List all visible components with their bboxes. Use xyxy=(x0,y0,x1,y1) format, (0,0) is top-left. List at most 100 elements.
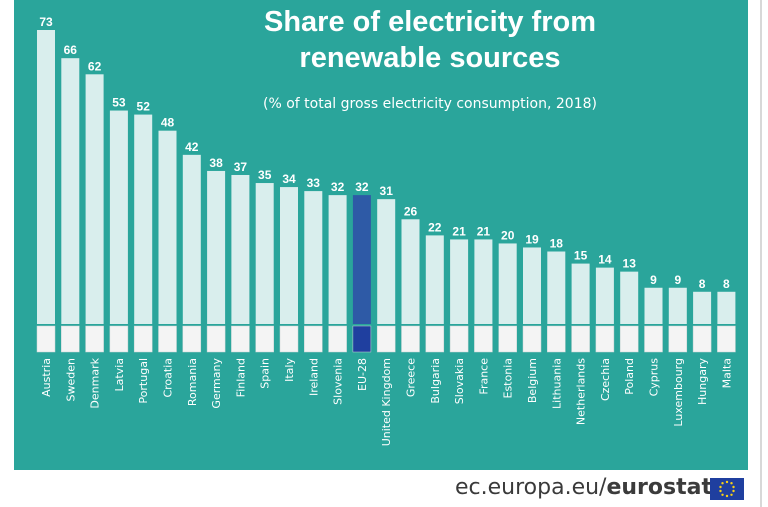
footer-source[interactable]: ec.europa.eu/eurostat xyxy=(455,475,712,500)
flag-icon xyxy=(158,325,177,353)
data-label: 32 xyxy=(331,180,345,194)
data-label: 66 xyxy=(64,43,78,57)
bar-portugal xyxy=(134,114,153,324)
divider xyxy=(760,0,762,507)
data-label: 8 xyxy=(723,277,730,291)
title-line-2: renewable sources xyxy=(299,42,561,74)
data-label: 62 xyxy=(88,59,102,73)
chart-title: Share of electricity from renewable sour… xyxy=(180,4,680,76)
x-tick-label: Malta xyxy=(720,358,733,388)
bar-finland xyxy=(231,174,250,324)
bar-hungary xyxy=(693,291,712,324)
x-tick-label: Portugal xyxy=(137,358,150,404)
data-label: 31 xyxy=(380,184,394,198)
footer-domain: ec.europa.eu/ xyxy=(455,475,607,500)
flag-icon xyxy=(376,325,396,353)
flag-icon xyxy=(547,325,566,353)
flag-icon xyxy=(109,325,129,353)
data-label: 35 xyxy=(258,168,272,182)
flag-icon xyxy=(692,325,712,353)
flag-icon xyxy=(206,325,226,353)
flag-icon xyxy=(668,325,688,353)
bar-denmark xyxy=(85,74,104,325)
bar-poland xyxy=(620,271,639,324)
flag-icon xyxy=(717,325,736,353)
bar-cyprus xyxy=(644,287,663,324)
data-label: 20 xyxy=(501,228,515,242)
x-tick-label: Estonia xyxy=(502,358,515,399)
bar-italy xyxy=(280,187,298,324)
x-tick-label: Sweden xyxy=(64,358,77,401)
title-line-1: Share of electricity from xyxy=(264,6,596,38)
data-label: 15 xyxy=(574,249,588,263)
bar-slovakia xyxy=(450,239,469,324)
bar-netherlands xyxy=(571,263,590,324)
bar-romania xyxy=(182,154,201,324)
x-tick-label: United Kingdom xyxy=(380,358,393,446)
data-label: 52 xyxy=(137,100,151,114)
bar-austria xyxy=(37,30,55,324)
flag-icon xyxy=(328,325,347,353)
x-tick-label: Netherlands xyxy=(575,358,588,425)
data-label: 53 xyxy=(112,96,126,110)
flag-icon xyxy=(595,325,615,353)
data-label: 34 xyxy=(282,172,296,186)
bar-estonia xyxy=(498,243,517,324)
chart-subtitle: (% of total gross electricity consumptio… xyxy=(263,96,597,112)
flag-icon xyxy=(619,325,639,353)
flag-icon xyxy=(352,325,372,353)
bar-croatia xyxy=(158,130,177,324)
flag-icon xyxy=(133,325,153,353)
x-tick-label: Czechia xyxy=(599,358,612,401)
bar-germany xyxy=(207,170,226,324)
data-label: 33 xyxy=(307,176,321,190)
x-tick-label: Hungary xyxy=(696,358,709,405)
flag-icon xyxy=(522,325,542,353)
data-label: 48 xyxy=(161,116,175,130)
x-tick-label: Latvia xyxy=(113,358,126,392)
data-label: 9 xyxy=(650,273,657,287)
data-label: 21 xyxy=(452,224,466,238)
x-tick-label: Slovakia xyxy=(453,358,466,404)
bar-slovenia xyxy=(328,195,347,324)
eu-flag-icon xyxy=(710,478,744,500)
data-label: 8 xyxy=(699,277,706,291)
x-tick-label: Bulgaria xyxy=(429,358,442,404)
data-label: 73 xyxy=(39,15,53,29)
bar-france xyxy=(474,239,493,324)
x-tick-label: Slovenia xyxy=(332,358,345,405)
data-label: 21 xyxy=(477,224,491,238)
data-label: 9 xyxy=(674,273,681,287)
flag-icon xyxy=(304,325,323,353)
x-tick-label: Poland xyxy=(623,358,636,395)
flag-icon xyxy=(401,325,420,353)
data-label: 42 xyxy=(185,140,199,154)
x-tick-label: Cyprus xyxy=(648,358,661,397)
x-tick-label: Austria xyxy=(40,358,53,397)
bar-czechia xyxy=(595,267,614,324)
flag-icon xyxy=(255,325,274,353)
flag-icon xyxy=(231,325,250,353)
flag-icon xyxy=(474,325,493,353)
bar-lithuania xyxy=(547,251,566,324)
flag-icon xyxy=(85,325,104,353)
bar-eu-28 xyxy=(352,195,371,324)
flag-icon xyxy=(61,325,80,353)
x-tick-label: Luxembourg xyxy=(672,358,685,427)
x-tick-label: Italy xyxy=(283,358,296,382)
bar-belgium xyxy=(523,247,541,324)
bar-spain xyxy=(255,183,274,324)
flag-icon xyxy=(644,325,663,353)
data-label: 37 xyxy=(234,160,248,174)
x-tick-label: Spain xyxy=(259,358,272,389)
flag-icon xyxy=(498,325,517,353)
flag-icon xyxy=(425,325,445,353)
data-label: 32 xyxy=(355,180,369,194)
bar-bulgaria xyxy=(425,235,444,324)
bar-ireland xyxy=(304,191,323,324)
x-tick-label: Belgium xyxy=(526,358,539,403)
flag-icon xyxy=(279,325,299,353)
bar-sweden xyxy=(61,58,80,325)
data-label: 14 xyxy=(598,253,612,267)
